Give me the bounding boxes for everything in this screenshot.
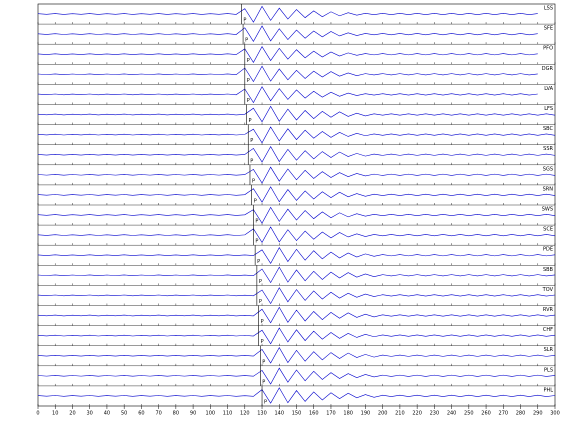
pick-label: P xyxy=(243,18,246,24)
x-tick-label: 50 xyxy=(121,411,127,417)
pick-label: P xyxy=(249,118,252,124)
x-tick-label: 110 xyxy=(223,411,233,417)
waveform xyxy=(37,5,538,23)
station-label: SBC xyxy=(543,126,554,132)
pick-label: P xyxy=(245,38,248,44)
x-tick-label: 10 xyxy=(52,411,58,417)
x-tick-label: 120 xyxy=(240,411,250,417)
station-label: SSR xyxy=(543,146,553,152)
waveform xyxy=(37,306,556,324)
station-label: PFO xyxy=(543,46,553,52)
pick-label: P xyxy=(257,259,260,265)
pick-label: P xyxy=(255,219,258,225)
waveform xyxy=(37,105,556,123)
x-tick-label: 40 xyxy=(104,411,110,417)
pick-label: P xyxy=(262,359,265,365)
station-label: PLS xyxy=(544,367,553,373)
x-tick-label: 150 xyxy=(292,411,302,417)
x-tick-label: 190 xyxy=(361,411,371,417)
x-tick-label: 230 xyxy=(430,411,440,417)
waveform xyxy=(37,45,538,63)
station-label: RVR xyxy=(543,307,554,313)
x-tick-label: 20 xyxy=(69,411,75,417)
x-tick-label: 60 xyxy=(138,411,144,417)
pick-label: P xyxy=(247,98,250,104)
x-tick-label: 170 xyxy=(326,411,336,417)
x-tick-label: 70 xyxy=(155,411,161,417)
station-label: SRN xyxy=(543,186,554,192)
pick-label: P xyxy=(250,138,253,144)
pick-label: P xyxy=(247,78,250,84)
waveform xyxy=(37,86,538,104)
pick-label: P xyxy=(250,158,253,164)
waveform xyxy=(37,347,556,364)
pick-label: P xyxy=(254,199,257,205)
waveform xyxy=(37,226,556,243)
x-tick-label: 280 xyxy=(516,411,526,417)
pick-label: P xyxy=(255,239,258,245)
waveform xyxy=(37,146,556,163)
waveform xyxy=(37,186,556,203)
x-tick-label: 270 xyxy=(499,411,509,417)
x-tick-label: 30 xyxy=(87,411,93,417)
station-label: SBB xyxy=(543,267,554,273)
pick-label: P xyxy=(252,178,255,184)
x-tick-label: 300 xyxy=(550,411,560,417)
station-label: LVA xyxy=(544,86,553,92)
x-tick-label: 160 xyxy=(309,411,319,417)
waveform xyxy=(37,266,556,284)
station-label: LSS xyxy=(544,6,553,12)
x-tick-label: 140 xyxy=(274,411,284,417)
waveform xyxy=(37,246,556,264)
pick-label: P xyxy=(264,400,267,406)
x-tick-label: 220 xyxy=(412,411,422,417)
x-tick-label: 100 xyxy=(206,411,216,417)
x-tick-label: 210 xyxy=(395,411,405,417)
station-label: LFS xyxy=(544,106,553,112)
x-tick-label: 90 xyxy=(190,411,196,417)
pick-label: P xyxy=(247,58,250,64)
x-tick-label: 180 xyxy=(343,411,353,417)
waveform xyxy=(37,126,556,144)
waveform xyxy=(37,327,556,345)
x-tick-label: 130 xyxy=(257,411,267,417)
x-tick-label: 240 xyxy=(447,411,457,417)
x-tick-label: 200 xyxy=(378,411,388,417)
waveform xyxy=(37,65,538,83)
station-label: SCE xyxy=(543,227,553,233)
pick-label: P xyxy=(261,319,264,325)
x-tick-label: 80 xyxy=(173,411,179,417)
station-label: SLR xyxy=(544,347,554,353)
station-label: SGS xyxy=(543,166,553,172)
station-label: DGR xyxy=(542,66,554,72)
x-tick-label: 290 xyxy=(533,411,543,417)
pick-label: P xyxy=(259,299,262,305)
waveform xyxy=(37,287,556,305)
station-label: SFE xyxy=(544,26,553,32)
x-tick-label: 0 xyxy=(36,411,39,417)
station-label: TOV xyxy=(542,287,554,293)
x-tick-label: 250 xyxy=(464,411,474,417)
waveform xyxy=(37,25,538,42)
waveform xyxy=(37,166,556,184)
pick-label: P xyxy=(259,279,262,285)
station-label: CHF xyxy=(543,327,553,333)
pick-label: P xyxy=(262,379,265,385)
waveform xyxy=(37,387,556,404)
pick-label: P xyxy=(261,339,264,345)
waveform xyxy=(37,367,556,385)
station-label: PDE xyxy=(543,247,553,253)
station-label: SWS xyxy=(542,207,553,213)
station-label: PHL xyxy=(543,387,553,393)
x-tick-label: 260 xyxy=(481,411,491,417)
waveform xyxy=(37,206,556,224)
